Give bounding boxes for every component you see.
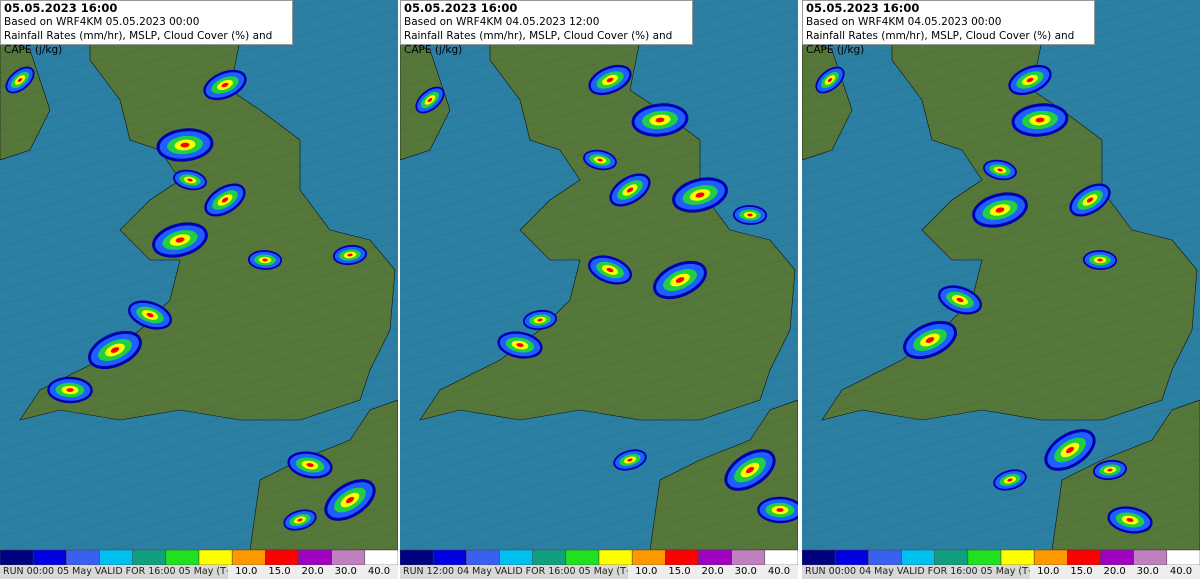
legend-swatch (731, 549, 766, 566)
based-on: Based on WRF4KM 04.05.2023 00:00 (806, 16, 1002, 28)
based-on: Based on WRF4KM 04.05.2023 12:00 (404, 16, 600, 28)
legend-swatch (331, 549, 366, 566)
run-info: RUN 00:00 05 May VALID FOR 16:00 05 May … (0, 565, 228, 579)
legend-label: 15.0 (268, 566, 291, 577)
legend-swatch (1067, 549, 1101, 566)
map-panel: 05.05.2023 16:00 Based on WRF4KM 05.05.20… (0, 0, 399, 579)
legend-label: 15.0 (1070, 566, 1093, 577)
legend-swatch (1133, 549, 1168, 566)
map-panel: 05.05.2023 16:00 Based on WRF4KM 04.05.20… (399, 0, 804, 579)
legend-swatch (665, 549, 699, 566)
legend-swatch (132, 549, 167, 566)
rain-cell (1082, 249, 1118, 271)
based-on: Based on WRF4KM 05.05.2023 00:00 (4, 16, 200, 28)
header: 05.05.2023 16:00 Based on WRF4KM 04.05.20… (802, 0, 1095, 56)
rain-cell (46, 376, 94, 404)
legend-label: 15.0 (668, 566, 691, 577)
legend-label: 40.0 (767, 566, 791, 577)
legend-label: 30.0 (334, 566, 357, 577)
legend-swatch (66, 549, 100, 566)
subtitle: Rainfall Rates (mm/hr), MSLP, Cloud Cove… (404, 30, 673, 56)
subtitle: Rainfall Rates (mm/hr), MSLP, Cloud Cove… (4, 30, 273, 56)
legend-swatch (32, 549, 67, 566)
legend-swatch (499, 549, 533, 566)
legend-swatch (466, 549, 500, 566)
legend-swatch (834, 549, 869, 566)
legend-swatch (399, 549, 434, 566)
rain-cell (247, 249, 283, 271)
legend-swatch (598, 549, 633, 566)
rain-cell (732, 204, 768, 226)
legend-label: 10.0 (635, 566, 658, 577)
legend-swatch (698, 549, 732, 566)
legend-swatch (298, 549, 332, 566)
map (399, 0, 804, 579)
run-info: RUN 12:00 04 May VALID FOR 16:00 05 May … (400, 565, 628, 579)
legend-swatch (198, 549, 233, 566)
legend-label: 10.0 (1037, 566, 1060, 577)
header: 05.05.2023 16:00 Based on WRF4KM 04.05.20… (400, 0, 693, 56)
legend-swatch (901, 549, 935, 566)
legend-swatch (934, 549, 969, 566)
header: 05.05.2023 16:00 Based on WRF4KM 05.05.20… (0, 0, 293, 56)
legend-swatch (1166, 549, 1200, 566)
legend-swatch (532, 549, 567, 566)
map (0, 0, 399, 579)
legend-swatch (99, 549, 133, 566)
legend-label: 10.0 (235, 566, 258, 577)
rain-cell (756, 496, 804, 524)
legend-swatch (165, 549, 200, 566)
legend-swatch (432, 549, 467, 566)
subtitle: Rainfall Rates (mm/hr), MSLP, Cloud Cove… (806, 30, 1075, 56)
map-base (0, 0, 399, 551)
legend-swatch (631, 549, 666, 566)
legend-swatch (967, 549, 1002, 566)
legend-swatch (801, 549, 836, 566)
legend-swatch (764, 549, 799, 566)
legend-label: 20.0 (301, 566, 324, 577)
legend-swatch (231, 549, 266, 566)
legend-swatch (565, 549, 600, 566)
legend-swatch (1000, 549, 1035, 566)
legend-label: 20.0 (1103, 566, 1126, 577)
map-panel: 05.05.2023 16:00 Based on WRF4KM 04.05.20… (801, 0, 1200, 579)
legend-label: 20.0 (701, 566, 724, 577)
legend-swatch (1100, 549, 1134, 566)
map (801, 0, 1200, 579)
legend-swatch (265, 549, 299, 566)
run-info: RUN 00:00 04 May VALID FOR 16:00 05 May … (802, 565, 1030, 579)
title: 05.05.2023 16:00 (404, 1, 518, 15)
legend-label: 30.0 (734, 566, 757, 577)
legend-swatch (1033, 549, 1068, 566)
legend-swatch (868, 549, 902, 566)
legend-swatch (0, 549, 34, 566)
legend-swatch (364, 549, 399, 566)
title: 05.05.2023 16:00 (806, 1, 920, 15)
legend-label: 30.0 (1136, 566, 1159, 577)
title: 05.05.2023 16:00 (4, 1, 118, 15)
legend-label: 40.0 (1169, 566, 1193, 577)
map-base (801, 0, 1200, 551)
legend-label: 40.0 (367, 566, 391, 577)
